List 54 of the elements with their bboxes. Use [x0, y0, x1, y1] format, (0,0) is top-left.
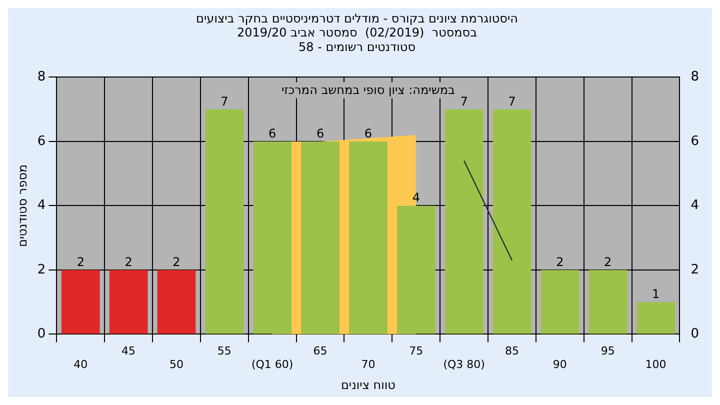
x-tick-label: 40 — [74, 358, 88, 371]
bar — [349, 141, 388, 334]
y-tick-label: 0 — [37, 326, 46, 342]
data-label: 6 — [364, 126, 372, 140]
bar — [109, 270, 148, 334]
y2-tick-label: 4 — [690, 198, 700, 214]
x-tick-label: (Q3 80) — [443, 358, 485, 371]
data-label: 6 — [316, 126, 324, 140]
bar — [301, 141, 340, 334]
x-tick-label: 45 — [122, 344, 136, 358]
y-tick-label: 6 — [37, 134, 46, 149]
bar — [540, 270, 580, 334]
x-tick-label: 85 — [504, 344, 519, 358]
data-label: 2 — [604, 254, 612, 269]
data-label: 4 — [412, 190, 420, 205]
bar — [157, 270, 196, 334]
data-label: 2 — [76, 254, 84, 269]
chart-title: היסטוגרמת ציונים בקורס - מודלים דטרמיניסטיים בחקר ביצועים — [196, 11, 518, 26]
bar — [253, 141, 292, 334]
data-label: 1 — [652, 287, 660, 302]
x-tick-label: (Q1 60) — [251, 358, 294, 371]
y-tick-label: 4 — [37, 198, 46, 214]
data-label: 7 — [220, 94, 228, 108]
x-tick-label: 95 — [600, 344, 615, 358]
x-tick-label: 50 — [169, 358, 184, 371]
x-tick-label: 55 — [217, 344, 232, 358]
y-tick-label: 2 — [37, 262, 46, 278]
bar — [588, 270, 628, 334]
chart-subtitle: בסמסטר (02/2019) סמסטר אביב 2019/20 סטודנטים רשומים - 58 — [236, 26, 478, 54]
bar — [396, 206, 436, 334]
y-axis-title: מספר סטודנטים — [15, 164, 30, 248]
y2-tick-label: 0 — [690, 326, 700, 342]
data-label: 7 — [460, 94, 468, 108]
y-tick-label: 8 — [37, 70, 46, 85]
x-tick-label: 65 — [313, 344, 328, 358]
y2-tick-label: 8 — [690, 70, 700, 85]
bar — [205, 109, 244, 334]
bar — [492, 109, 532, 334]
x-tick-label: 75 — [409, 344, 424, 358]
x-axis-title: טווח ציונים — [340, 378, 396, 392]
y2-tick-label: 6 — [690, 134, 700, 149]
x-tick-label: 70 — [361, 358, 376, 371]
annotation: במשימה: ציון סופי במחשב המרכזי — [281, 83, 455, 98]
data-label: 2 — [172, 254, 180, 269]
bar — [61, 270, 100, 334]
bar — [636, 302, 675, 334]
x-tick-label: 100 — [645, 358, 666, 371]
data-label: 2 — [124, 254, 132, 269]
data-label: 2 — [556, 254, 564, 269]
data-label: 6 — [268, 126, 276, 140]
x-tick-label: 90 — [552, 358, 567, 371]
y2-tick-label: 2 — [690, 262, 700, 278]
data-label: 7 — [508, 94, 516, 108]
bar — [444, 109, 484, 334]
